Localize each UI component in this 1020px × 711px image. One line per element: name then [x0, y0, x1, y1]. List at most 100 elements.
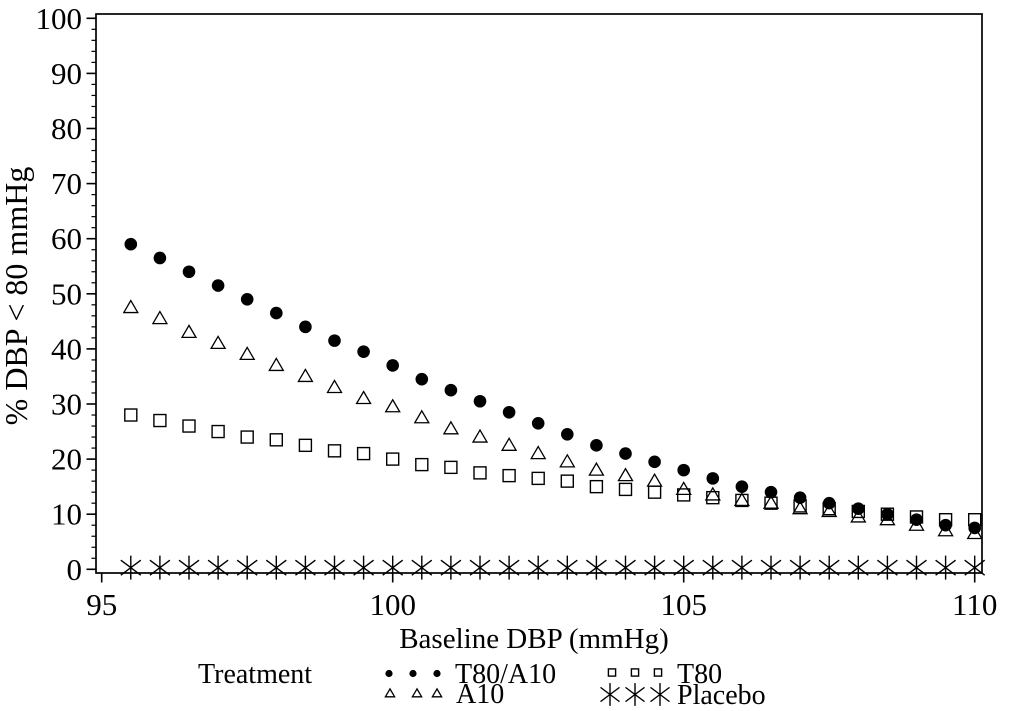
placebo-marker — [876, 555, 898, 580]
a10-marker — [559, 453, 576, 468]
t80-a10-marker — [531, 416, 545, 430]
placebo-marker — [498, 555, 520, 580]
x-tick-label: 110 — [952, 587, 997, 622]
t80-marker — [502, 468, 516, 483]
a10-marker — [646, 472, 663, 487]
placebo-marker — [149, 555, 171, 580]
x-tick-label: 100 — [369, 587, 416, 622]
t80-marker — [124, 408, 138, 422]
t80-marker — [153, 413, 167, 428]
placebo-marker — [178, 555, 200, 580]
y-tick-label: 60 — [51, 221, 82, 256]
x-axis-ticks: 95 100 105 110 — [86, 573, 997, 622]
y-tick-label: 10 — [51, 497, 82, 532]
t80-a10-marker — [561, 428, 574, 441]
t80-a10-marker — [357, 345, 370, 358]
a10-marker — [268, 357, 285, 372]
t80-a10-marker — [299, 320, 312, 334]
t80-marker — [356, 446, 371, 461]
t80-marker — [880, 507, 895, 521]
t80-a10-marker — [968, 521, 981, 535]
placebo-legend-marker — [600, 683, 620, 706]
t80-marker — [444, 460, 458, 475]
t80-a10-marker — [211, 279, 225, 292]
a10-marker — [326, 379, 343, 394]
a10-marker — [617, 467, 634, 482]
a10-marker — [530, 445, 547, 460]
t80-marker — [182, 419, 196, 433]
placebo-marker — [789, 555, 811, 580]
t80-legend-marker — [653, 668, 663, 677]
placebo-marker — [294, 555, 316, 580]
a10-legend-marker — [411, 687, 423, 698]
a10-marker — [384, 398, 401, 413]
legend-item-placebo: Placebo — [600, 680, 766, 711]
a10-marker — [239, 346, 256, 361]
placebo-marker — [440, 555, 462, 580]
t80-a10-marker — [910, 513, 923, 527]
a10-marker — [122, 299, 139, 314]
a10-legend-marker — [431, 687, 443, 698]
placebo-marker — [265, 555, 287, 580]
placebo-marker — [615, 555, 636, 580]
placebo-marker — [702, 555, 724, 580]
t80-marker — [269, 433, 283, 447]
placebo-marker — [847, 555, 869, 580]
a10-marker — [500, 437, 518, 451]
placebo-marker — [964, 555, 986, 580]
t80-marker — [706, 490, 720, 505]
legend-item-t80-a10: T80/A10 — [385, 659, 556, 690]
legend: Treatment T80/A10 T80 A10 Placebo — [198, 659, 766, 711]
t80-marker — [589, 479, 604, 494]
a10-marker — [821, 503, 838, 518]
t80-marker — [240, 430, 254, 444]
legend-item-t80: T80 — [607, 659, 722, 690]
t80-a10-marker — [793, 491, 807, 504]
a10-marker — [704, 486, 721, 501]
t80-a10-marker — [735, 480, 749, 493]
a10-marker — [151, 310, 169, 325]
t80-a10-marker — [502, 405, 516, 419]
a10-marker — [471, 428, 489, 443]
t80-a10-marker — [444, 383, 458, 397]
placebo-marker — [527, 555, 549, 580]
t80-marker — [211, 424, 225, 439]
y-tick-label: 80 — [51, 111, 82, 146]
t80-a10-marker — [473, 394, 487, 408]
t80-a10-marker — [648, 455, 661, 469]
a10-marker — [413, 409, 430, 424]
a10-legend-marker — [384, 687, 396, 698]
y-axis-title: % DBP < 80 mmHg — [0, 167, 34, 426]
a10-marker — [180, 324, 198, 339]
placebo-marker — [469, 555, 491, 580]
t80-a10-marker — [328, 334, 341, 347]
t80-marker — [618, 482, 633, 497]
placebo-legend-marker — [650, 683, 670, 706]
a10-marker — [733, 492, 751, 507]
t80-marker — [473, 466, 487, 480]
y-axis-ticks: 0 10 20 30 40 50 60 70 80 90 100 — [36, 1, 96, 587]
placebo-marker — [760, 555, 782, 580]
y-tick-label: 0 — [67, 552, 83, 587]
t80-a10-marker — [706, 472, 720, 485]
x-tick-label: 105 — [660, 587, 707, 622]
placebo-marker — [935, 555, 957, 580]
legend-item-a10: A10 — [384, 679, 504, 710]
legend-item-label: T80/A10 — [455, 659, 556, 690]
t80-marker — [938, 513, 953, 527]
series-a10 — [122, 299, 983, 540]
x-tick-label: 95 — [86, 587, 117, 622]
t80-a10-marker — [386, 359, 400, 372]
a10-marker — [966, 525, 983, 540]
t80-marker — [793, 499, 807, 513]
a10-marker — [588, 461, 605, 476]
y-tick-label: 70 — [51, 166, 82, 201]
placebo-marker — [731, 555, 753, 580]
t80-a10-marker — [240, 293, 254, 306]
t80-a10-marker — [182, 265, 196, 279]
placebo-marker — [207, 555, 229, 580]
a10-marker — [937, 522, 954, 537]
t80-marker — [415, 457, 429, 472]
t80-a10-marker — [677, 463, 690, 477]
